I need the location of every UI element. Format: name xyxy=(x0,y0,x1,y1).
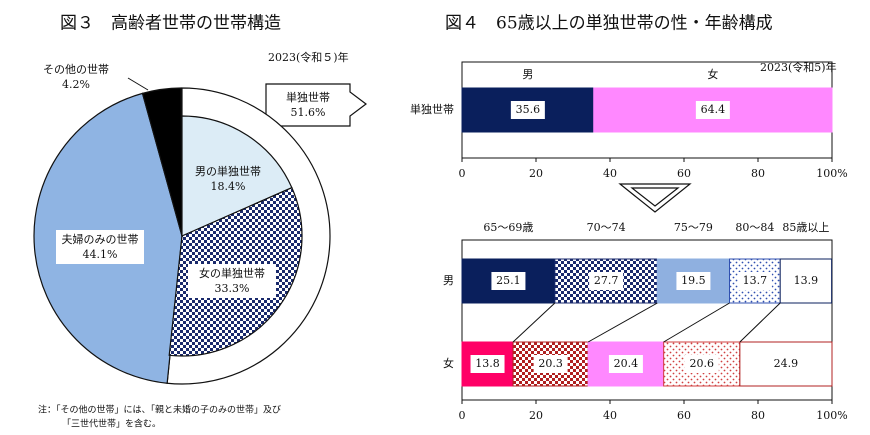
label-box xyxy=(684,355,719,373)
label-box xyxy=(470,355,505,373)
connector xyxy=(739,302,781,343)
bar-label: 19.5 xyxy=(681,274,706,287)
bar-label: 20.4 xyxy=(614,357,639,370)
inner-slice xyxy=(181,115,293,237)
x-tick-label: 0 xyxy=(459,409,466,422)
plot-frame xyxy=(461,239,833,401)
bar-label: 13.7 xyxy=(743,274,768,287)
y-tick-label: 女 xyxy=(443,356,454,370)
slice-name: 女の単独世帯 xyxy=(199,266,265,280)
slice-value: 18.4% xyxy=(211,180,246,193)
label-box xyxy=(608,355,643,373)
slice-name: 夫婦のみの世帯 xyxy=(62,232,139,246)
connector xyxy=(587,302,658,343)
label-box xyxy=(768,355,803,373)
down-arrow xyxy=(618,183,692,213)
fig4-subtitle: 2023(令和5)年 xyxy=(760,60,837,74)
label-box xyxy=(188,264,276,298)
label-box xyxy=(676,272,711,290)
slice-name: その他の世帯 xyxy=(43,63,109,76)
bar-label: 20.3 xyxy=(538,357,563,370)
legend-label: 75～79 xyxy=(674,221,713,234)
charts: 単独世帯 51.6% 夫婦のみの世帯 44.1% その他の世帯 4.2% 男の単独世帯 18.… xyxy=(33,61,848,422)
bar-label: 27.7 xyxy=(594,274,619,287)
label-box xyxy=(533,355,568,373)
slice-value: 4.2% xyxy=(62,78,90,91)
legend-label: 男 xyxy=(522,68,533,81)
x-tick-label: 80 xyxy=(751,167,765,180)
x-tick-label: 80 xyxy=(751,409,765,422)
y-tick-label: 単独世帯 xyxy=(410,102,454,116)
slice-value: 33.3% xyxy=(215,282,250,295)
note: 「三世代世帯」を含む。 xyxy=(62,418,161,430)
x-tick-label: 20 xyxy=(529,409,543,422)
bar-label: 20.6 xyxy=(690,357,715,370)
legend-label: 80～84 xyxy=(735,221,774,234)
label-box xyxy=(589,272,624,290)
label-box xyxy=(56,230,144,264)
label-box xyxy=(788,272,823,290)
bar-label: 35.6 xyxy=(516,103,541,116)
slice-value: 44.1% xyxy=(83,248,118,261)
x-tick-label: 20 xyxy=(529,167,543,180)
label-box xyxy=(510,101,545,119)
fig3-title: 図３ 高齢者世帯の世帯構造 xyxy=(60,14,281,34)
label-box xyxy=(491,272,526,290)
fig4-title: 図４ 65歳以上の単独世帯の性・年齢構成 xyxy=(445,14,773,34)
x-tick-label: 100% xyxy=(816,167,847,180)
legend-label: 女 xyxy=(707,67,718,81)
legend-label: 65～69歳 xyxy=(483,221,533,234)
note: 注：「その他の世帯」には、「親と未婚の子のみの世帯」及び xyxy=(38,404,281,416)
bar-label: 25.1 xyxy=(496,274,521,287)
x-tick-label: 40 xyxy=(603,167,617,180)
slice-value: 51.6% xyxy=(291,106,326,119)
bar-label: 13.8 xyxy=(475,357,500,370)
bar-label: 24.9 xyxy=(774,357,799,370)
legend-label: 85歳以上 xyxy=(782,221,829,234)
bar-label: 64.4 xyxy=(701,103,726,116)
connector xyxy=(663,302,730,343)
pie-slice xyxy=(141,87,183,237)
y-tick-label: 男 xyxy=(443,274,454,287)
x-tick-label: 0 xyxy=(459,167,466,180)
x-tick-label: 60 xyxy=(677,167,691,180)
leader-line xyxy=(127,77,149,91)
x-tick-label: 100% xyxy=(816,409,847,422)
slice-name: 男の単独世帯 xyxy=(195,164,261,178)
fig3-subtitle: 2023(令和５)年 xyxy=(268,50,349,64)
legend-label: 70～74 xyxy=(587,221,626,234)
connector xyxy=(512,302,556,343)
x-tick-label: 40 xyxy=(603,409,617,422)
slice-name: 単独世帯 xyxy=(286,90,330,104)
bar-label: 13.9 xyxy=(794,274,819,287)
label-box xyxy=(737,272,772,290)
x-tick-label: 60 xyxy=(677,409,691,422)
label-box xyxy=(695,101,730,119)
